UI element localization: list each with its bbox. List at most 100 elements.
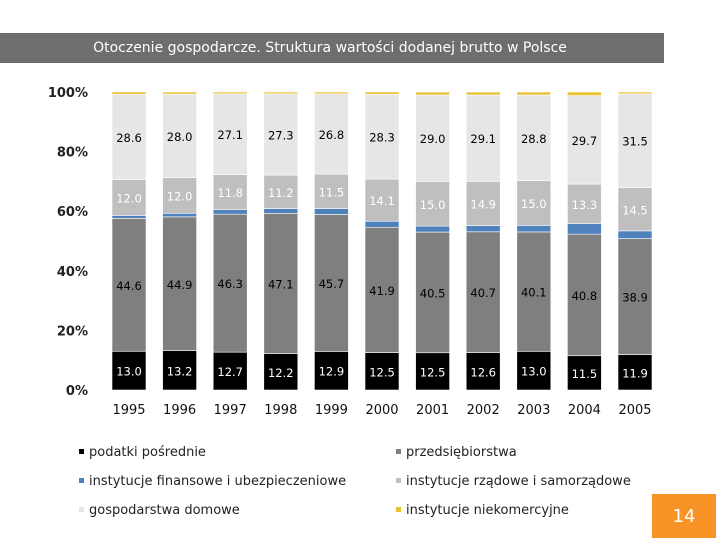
bar-segment xyxy=(617,230,653,239)
data-label: 45.7 xyxy=(319,277,345,291)
x-tick-label: 2003 xyxy=(517,403,550,418)
bar-segment xyxy=(567,91,602,96)
bar-segment xyxy=(567,183,602,225)
bar-segment xyxy=(617,91,653,95)
bar-segment xyxy=(212,93,248,175)
bar-segment xyxy=(415,94,450,182)
y-tick-label: 0% xyxy=(66,384,88,399)
legend-label: podatki pośrednie xyxy=(89,445,206,460)
bar-segment xyxy=(263,91,299,95)
bar-segment xyxy=(465,352,501,391)
bar-segment xyxy=(567,233,602,357)
bar-segment xyxy=(567,223,602,235)
y-tick-label: 80% xyxy=(57,146,88,161)
data-label: 40.5 xyxy=(420,286,446,300)
data-label: 12.5 xyxy=(420,365,446,379)
bar-segment xyxy=(162,177,197,214)
data-label: 11.8 xyxy=(217,186,243,200)
data-label: 41.9 xyxy=(369,284,395,298)
data-label: 13.0 xyxy=(521,365,547,379)
data-label: 29.7 xyxy=(572,134,598,148)
bar-segment xyxy=(212,91,248,95)
data-label: 29.1 xyxy=(470,132,496,146)
bar-segment xyxy=(212,351,248,391)
x-tick-label: 2000 xyxy=(365,403,398,418)
data-label: 13.3 xyxy=(572,198,598,212)
data-label: 12.2 xyxy=(268,366,294,380)
data-label: 13.0 xyxy=(116,365,142,379)
bar-segment xyxy=(212,213,248,353)
page-number: 14 xyxy=(672,505,696,527)
page-number-badge: 14 xyxy=(652,494,716,538)
bar-segment xyxy=(263,208,299,214)
bar-segment xyxy=(364,91,400,95)
data-label: 31.5 xyxy=(622,135,648,149)
data-label: 12.7 xyxy=(217,365,243,379)
data-label: 44.9 xyxy=(167,278,193,292)
bar-segment xyxy=(617,93,653,188)
bar-segment xyxy=(364,220,400,228)
legend-swatch xyxy=(79,478,84,483)
bar-segment xyxy=(162,212,197,218)
bar-segment xyxy=(465,231,501,353)
x-tick-label: 1997 xyxy=(214,403,247,418)
legend-swatch xyxy=(79,449,84,454)
bar-segment xyxy=(263,93,299,176)
bar-segment xyxy=(162,91,197,95)
legend-swatch xyxy=(79,507,84,512)
legend-swatch xyxy=(396,449,401,454)
bar-segment xyxy=(212,174,248,211)
data-label: 40.1 xyxy=(521,286,547,300)
data-label: 12.0 xyxy=(116,191,142,205)
x-tick-label: 1999 xyxy=(315,403,348,418)
bar-segment xyxy=(111,350,147,391)
data-label: 15.0 xyxy=(420,198,446,212)
x-tick-label: 2005 xyxy=(618,403,651,418)
data-label: 11.5 xyxy=(572,367,598,381)
bar-segment xyxy=(465,94,501,182)
data-label: 28.0 xyxy=(167,130,193,144)
data-label: 38.9 xyxy=(622,291,648,305)
bar-segment xyxy=(617,354,653,391)
data-label: 40.8 xyxy=(572,289,598,303)
bar-segment xyxy=(567,95,602,185)
chart-title: Otoczenie gospodarcze. Struktura wartośc… xyxy=(93,40,567,56)
bar-segment xyxy=(415,352,450,391)
legend-label: gospodarstwa domowe xyxy=(89,503,240,518)
bar-segment xyxy=(111,91,147,95)
data-label: 12.9 xyxy=(319,365,345,379)
bar-segment xyxy=(314,208,349,215)
chart-title-bar: Otoczenie gospodarcze. Struktura wartośc… xyxy=(0,33,664,63)
bar-segment xyxy=(162,216,197,351)
bar-segment xyxy=(465,91,501,96)
x-tick-label: 2002 xyxy=(467,403,500,418)
bar-segment xyxy=(162,93,197,178)
bar-segment xyxy=(617,238,653,355)
bar-segment xyxy=(567,355,602,391)
data-label: 15.0 xyxy=(521,197,547,211)
legend-item: przedsiębiorstwa xyxy=(396,445,517,460)
bar-segment xyxy=(415,181,450,227)
bar-segment xyxy=(364,352,400,391)
legend-item: instytucje finansowe i ubezpieczeniowe xyxy=(79,474,346,489)
data-label: 40.7 xyxy=(470,286,496,300)
bar-segment xyxy=(263,212,299,354)
bar-segment xyxy=(516,225,552,233)
y-tick-label: 40% xyxy=(57,265,88,280)
data-label: 14.9 xyxy=(470,197,496,211)
x-tick-label: 1998 xyxy=(264,403,297,418)
data-label: 12.6 xyxy=(470,365,496,379)
bar-segment xyxy=(111,94,147,180)
bar-segment xyxy=(263,353,299,391)
legend-item: instytucje niekomercyjne xyxy=(396,503,569,518)
legend-label: instytucje finansowe i ubezpieczeniowe xyxy=(89,474,347,489)
data-label: 27.1 xyxy=(217,128,243,142)
data-label: 28.6 xyxy=(116,131,142,145)
bar-segment xyxy=(516,350,552,391)
bar-segment xyxy=(415,231,450,354)
y-tick-label: 20% xyxy=(57,324,88,339)
bar-segment xyxy=(111,215,147,219)
bar-segment xyxy=(516,180,552,226)
legend-swatch xyxy=(396,478,401,483)
